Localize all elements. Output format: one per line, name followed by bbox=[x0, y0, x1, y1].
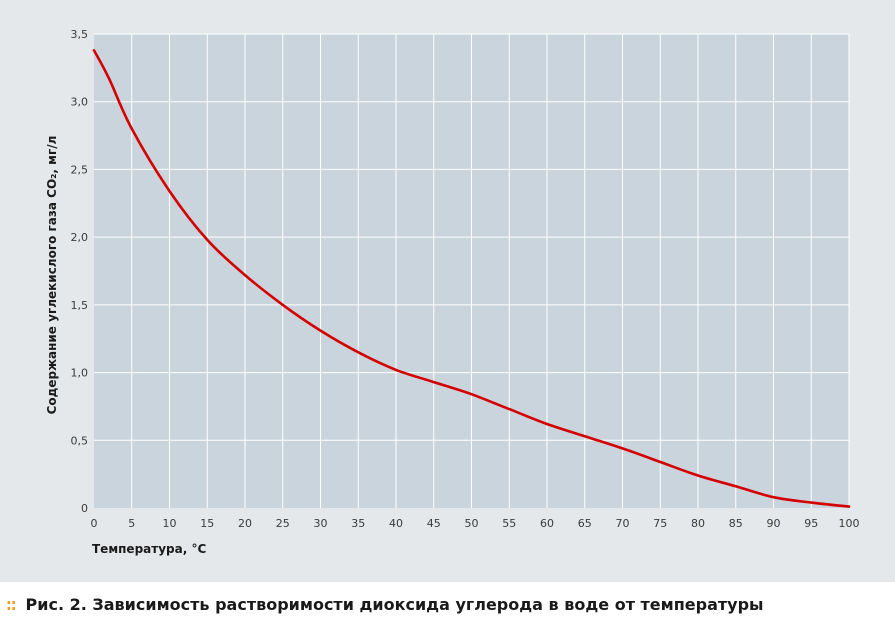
x-tick-label: 15 bbox=[200, 517, 214, 530]
x-tick-label: 75 bbox=[653, 517, 667, 530]
x-tick-label: 60 bbox=[540, 517, 554, 530]
x-tick-label: 25 bbox=[276, 517, 290, 530]
x-tick-label: 85 bbox=[729, 517, 743, 530]
figure-panel: 0 5 10 15 20 25 30 35 40 45 50 55 60 65 70 75 80 85 90 95 10… bbox=[0, 0, 895, 582]
y-tick-label: 3,0 bbox=[71, 96, 89, 109]
x-axis-title: Температура, °C bbox=[92, 542, 206, 556]
x-tick-label: 100 bbox=[839, 517, 860, 530]
x-tick-label: 35 bbox=[351, 517, 365, 530]
x-tick-label: 80 bbox=[691, 517, 705, 530]
y-tick-label: 0,5 bbox=[71, 434, 89, 447]
x-axis-ticks: 0 5 10 15 20 25 30 35 40 45 50 55 60 65 70 75 80 85 90 95 10… bbox=[91, 517, 860, 530]
x-tick-label: 65 bbox=[578, 517, 592, 530]
y-axis-ticks: 0 0,5 1,0 1,5 2,0 2,5 3,0 3,5 bbox=[71, 28, 89, 515]
x-tick-label: 5 bbox=[128, 517, 135, 530]
y-axis-title: Содержание углекислого газа CO₂, мг/л bbox=[45, 136, 59, 415]
chart: 0 5 10 15 20 25 30 35 40 45 50 55 60 65 70 75 80 85 90 95 10… bbox=[45, 28, 860, 556]
y-tick-label: 2,0 bbox=[71, 231, 89, 244]
x-tick-label: 40 bbox=[389, 517, 403, 530]
x-tick-label: 20 bbox=[238, 517, 252, 530]
grid bbox=[94, 33, 850, 508]
x-tick-label: 45 bbox=[427, 517, 441, 530]
series-line bbox=[92, 49, 851, 508]
y-tick-label: 3,5 bbox=[71, 28, 89, 41]
x-tick-label: 55 bbox=[502, 517, 516, 530]
x-tick-label: 10 bbox=[163, 517, 177, 530]
x-tick-label: 95 bbox=[804, 517, 818, 530]
caption-marker-icon: :: bbox=[6, 594, 16, 614]
x-tick-label: 50 bbox=[465, 517, 479, 530]
caption-text: Рис. 2. Зависимость растворимости диокси… bbox=[25, 594, 764, 614]
y-tick-label: 1,5 bbox=[71, 299, 89, 312]
figure-caption: :: Рис. 2. Зависимость растворимости дио… bbox=[6, 592, 764, 616]
x-tick-label: 70 bbox=[616, 517, 630, 530]
x-tick-label: 0 bbox=[91, 517, 98, 530]
y-tick-label: 0 bbox=[81, 502, 88, 515]
y-tick-label: 2,5 bbox=[71, 163, 89, 176]
x-tick-label: 30 bbox=[314, 517, 328, 530]
y-tick-label: 1,0 bbox=[71, 367, 89, 380]
x-tick-label: 90 bbox=[767, 517, 781, 530]
